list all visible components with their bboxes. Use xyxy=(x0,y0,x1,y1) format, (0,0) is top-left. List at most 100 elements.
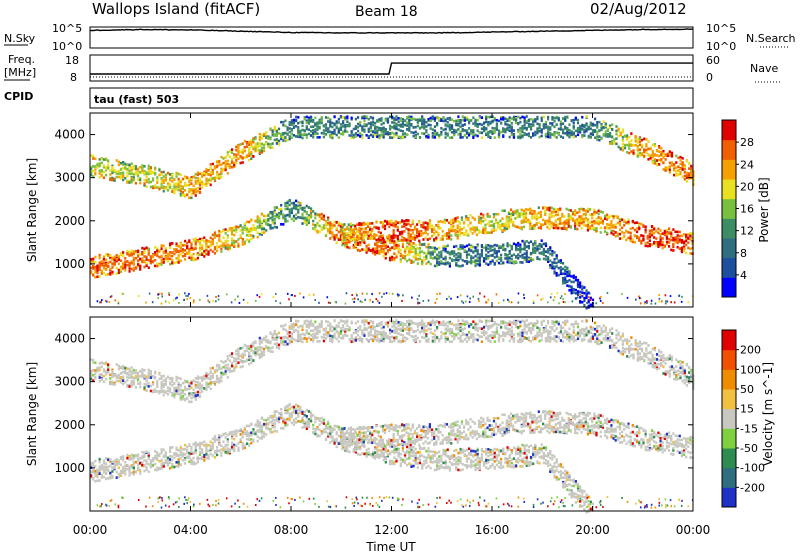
power-cell xyxy=(273,214,276,218)
power-cell xyxy=(495,118,498,122)
power-cell xyxy=(371,248,375,252)
power-cell xyxy=(256,145,259,148)
power-cell xyxy=(211,239,214,243)
power-cell xyxy=(183,254,187,258)
power-cell xyxy=(512,220,515,224)
power-cell xyxy=(544,213,547,216)
power-cell xyxy=(90,154,93,157)
power-cell xyxy=(621,142,624,146)
power-cell xyxy=(658,150,661,154)
power-cell xyxy=(621,148,624,152)
power-cell xyxy=(181,250,185,254)
power-cell xyxy=(680,238,684,242)
power-cell xyxy=(615,129,618,133)
power-cell xyxy=(361,248,364,251)
power-cell xyxy=(576,211,579,215)
power-cell xyxy=(512,242,516,246)
power-cell xyxy=(678,294,681,297)
power-cell xyxy=(211,176,214,180)
power-cell xyxy=(399,117,402,120)
power-cell xyxy=(92,169,95,173)
power-cell xyxy=(339,229,343,232)
power-cell xyxy=(680,234,684,238)
power-cell xyxy=(178,301,180,304)
power-cell xyxy=(576,133,580,137)
power-cell xyxy=(371,116,375,120)
power-cell xyxy=(94,172,97,176)
power-cell xyxy=(552,299,555,302)
power-cell xyxy=(571,219,575,223)
power-cell xyxy=(567,216,570,219)
power-cell xyxy=(394,221,397,224)
power-cell xyxy=(394,235,397,239)
power-cell xyxy=(552,207,555,211)
power-cell xyxy=(349,238,352,242)
power-cell xyxy=(391,241,394,244)
power-cell xyxy=(614,231,617,234)
power-cell xyxy=(659,238,662,241)
power-cell xyxy=(559,123,563,126)
power-cell xyxy=(188,252,191,256)
power-cell xyxy=(327,120,330,123)
power-cell xyxy=(386,245,390,249)
power-cell xyxy=(403,237,406,240)
power-cell xyxy=(581,300,584,304)
power-cell xyxy=(177,172,180,176)
power-cell xyxy=(412,245,415,249)
power-cell xyxy=(345,292,348,295)
power-cell xyxy=(561,227,564,230)
power-cell xyxy=(128,267,131,270)
power-cell xyxy=(169,186,172,189)
power-cell xyxy=(393,257,396,260)
power-cell xyxy=(292,201,296,205)
power-cell xyxy=(119,253,123,257)
power-cell xyxy=(482,126,486,129)
power-cell xyxy=(361,234,364,238)
power-cell xyxy=(111,257,114,261)
freq-tick-bottom: 8 xyxy=(70,71,77,84)
power-cell xyxy=(331,231,334,234)
power-cell xyxy=(550,206,553,210)
power-cell xyxy=(345,232,348,235)
power-cell xyxy=(314,116,317,120)
power-cell xyxy=(378,251,381,254)
power-cell xyxy=(359,132,362,135)
power-cell xyxy=(512,136,516,139)
power-cell xyxy=(581,127,584,131)
power-cell xyxy=(408,258,411,261)
power-cell xyxy=(459,252,462,256)
power-cell xyxy=(235,225,238,228)
power-cell xyxy=(94,265,97,269)
power-cell xyxy=(681,168,684,171)
power-cell xyxy=(567,220,570,223)
power-cell xyxy=(320,119,323,123)
power-cell xyxy=(237,238,240,241)
power-cell xyxy=(529,127,533,131)
power-cell xyxy=(220,240,223,244)
power-cell xyxy=(418,257,422,261)
power-cell xyxy=(480,212,483,216)
power-cell xyxy=(314,298,317,301)
power-cell xyxy=(396,221,399,225)
power-cell xyxy=(435,264,439,267)
power-cell xyxy=(521,115,524,119)
power-cell xyxy=(576,281,580,285)
power-cell xyxy=(226,164,229,168)
power-cell xyxy=(169,243,172,246)
power-cell xyxy=(345,236,348,240)
power-cell xyxy=(212,299,214,302)
power-cell xyxy=(190,258,193,261)
power-cell xyxy=(327,216,330,220)
power-cell xyxy=(339,126,343,129)
power-cell xyxy=(542,253,545,257)
power-cell xyxy=(593,226,596,230)
power-cell xyxy=(203,183,206,186)
power-cell xyxy=(576,218,579,221)
power-cell xyxy=(265,221,268,225)
power-cell xyxy=(238,301,241,304)
power-cell xyxy=(456,216,459,219)
power-cell xyxy=(273,211,276,214)
power-cell xyxy=(222,242,225,245)
power-cell xyxy=(318,126,321,130)
power-cell xyxy=(275,134,278,138)
